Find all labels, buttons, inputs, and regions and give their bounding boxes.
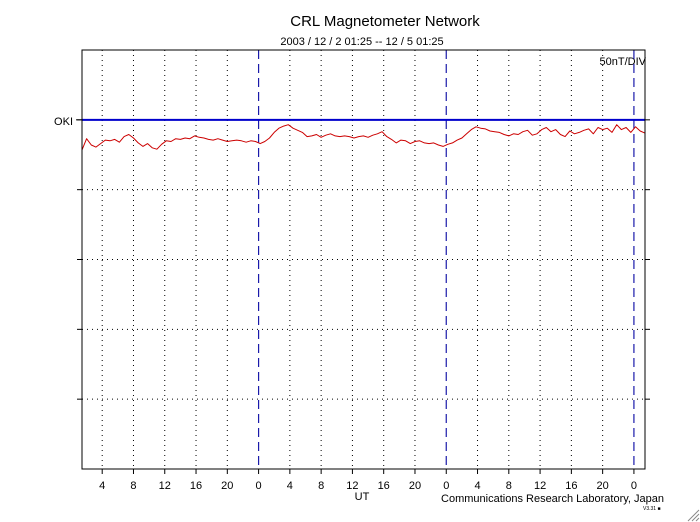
x-tick-label-11: 0 [443,480,449,492]
x-tick-label-10: 20 [409,480,421,492]
station-label: OKI [54,116,73,128]
x-tick-label-8: 12 [346,480,358,492]
scale-label: 50nT/DIV [600,56,647,68]
credit-label: Communications Research Laboratory, Japa… [441,493,664,505]
chart-title: CRL Magnetometer Network [290,13,480,30]
resize-grip-line-1 [691,513,700,522]
x-tick-label-5: 0 [256,480,262,492]
x-tick-label-14: 12 [534,480,546,492]
x-tick-label-0: 4 [99,480,105,492]
x-tick-label-3: 16 [190,480,202,492]
series-line-oki [81,124,646,151]
series-lines [81,124,646,151]
resize-grip-line-2 [695,517,700,522]
x-tick-label-7: 8 [318,480,324,492]
x-tick-label-6: 4 [287,480,293,492]
plot-frame [81,49,646,470]
resize-grip-icon [687,509,700,522]
version-mark: V3.31 ■ [643,506,660,512]
grid [82,50,645,469]
x-tick-label-2: 12 [159,480,171,492]
x-axis-ticks: 4 8 12 16 20 0 4 8 12 16 20 0 4 8 12 16 20 0 [77,119,650,492]
x-tick-label-15: 16 [565,480,577,492]
x-tick-label-13: 8 [506,480,512,492]
x-tick-label-1: 8 [130,480,136,492]
x-tick-label-16: 20 [597,480,609,492]
x-tick-label-9: 16 [378,480,390,492]
x-tick-label-4: 20 [221,480,233,492]
x-tick-label-12: 4 [474,480,480,492]
chart-subtitle: 2003 / 12 / 2 01:25 -- 12 / 5 01:25 [280,36,443,48]
x-tick-label-17: 0 [631,480,637,492]
plot-border [81,49,646,470]
resize-grip-line-0 [687,509,700,522]
x-axis-label: UT [355,491,370,503]
